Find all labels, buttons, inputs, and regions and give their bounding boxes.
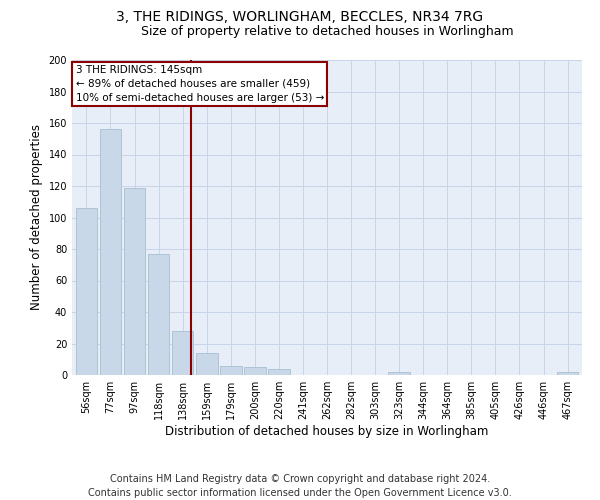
Bar — [220, 366, 242, 375]
Text: 3, THE RIDINGS, WORLINGHAM, BECCLES, NR34 7RG: 3, THE RIDINGS, WORLINGHAM, BECCLES, NR3… — [116, 10, 484, 24]
Bar — [557, 372, 578, 375]
Bar — [100, 130, 121, 375]
Text: Contains HM Land Registry data © Crown copyright and database right 2024.
Contai: Contains HM Land Registry data © Crown c… — [88, 474, 512, 498]
Bar — [148, 254, 169, 375]
Bar — [196, 353, 218, 375]
Bar — [76, 208, 97, 375]
Bar — [268, 368, 290, 375]
Text: 3 THE RIDINGS: 145sqm
← 89% of detached houses are smaller (459)
10% of semi-det: 3 THE RIDINGS: 145sqm ← 89% of detached … — [76, 64, 324, 102]
Bar — [388, 372, 410, 375]
Bar — [244, 367, 266, 375]
Y-axis label: Number of detached properties: Number of detached properties — [30, 124, 43, 310]
Bar — [124, 188, 145, 375]
X-axis label: Distribution of detached houses by size in Worlingham: Distribution of detached houses by size … — [166, 425, 488, 438]
Bar — [172, 331, 193, 375]
Title: Size of property relative to detached houses in Worlingham: Size of property relative to detached ho… — [140, 25, 514, 38]
